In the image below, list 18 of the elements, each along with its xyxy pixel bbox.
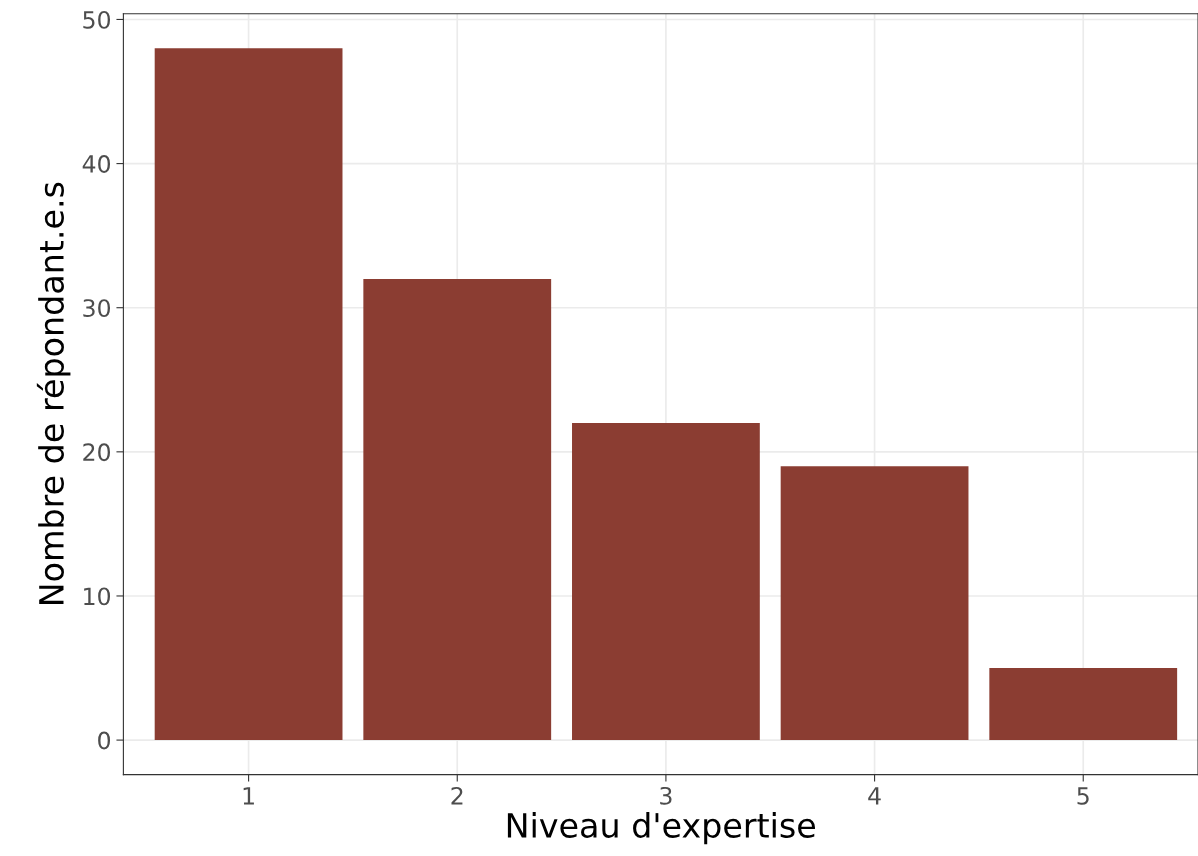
y-tick-label: 20 xyxy=(83,443,111,462)
y-tick-label: 40 xyxy=(82,155,111,173)
x-tick-label: 2 xyxy=(451,786,463,805)
x-axis-title: Niveau d'expertise xyxy=(507,812,815,845)
y-tick-label: 50 xyxy=(83,10,111,29)
x-tick-label: 1 xyxy=(243,787,254,805)
x-tick-label: 4 xyxy=(868,787,881,805)
bar xyxy=(363,278,552,741)
bar xyxy=(780,466,969,741)
bar xyxy=(989,668,1178,741)
y-axis-title: Nombre de répondant.e.s xyxy=(36,182,71,605)
y-tick-label: 10 xyxy=(84,587,111,606)
y-tick-label: 30 xyxy=(83,299,111,318)
y-tick-label: 0 xyxy=(98,731,111,750)
x-tick-label: 3 xyxy=(660,786,672,805)
bar xyxy=(154,48,343,741)
x-tick-label: 5 xyxy=(1077,787,1089,805)
bar xyxy=(572,423,760,741)
